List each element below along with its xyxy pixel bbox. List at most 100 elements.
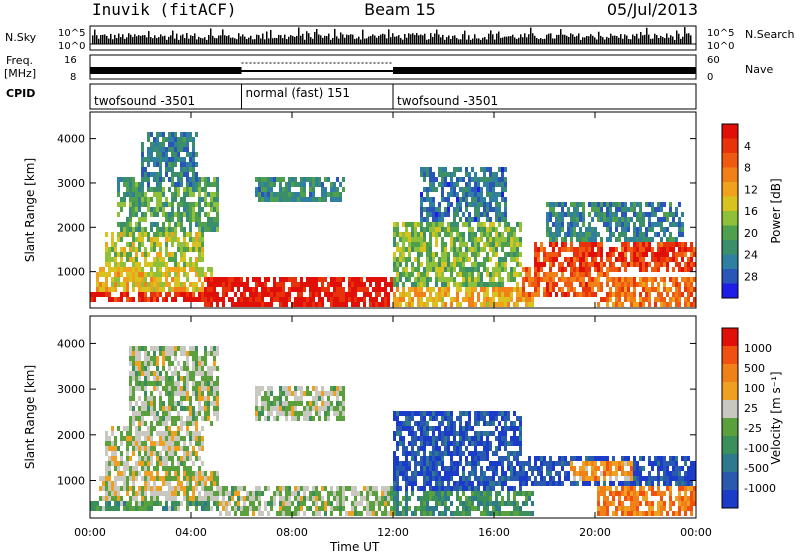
data-cell [651, 287, 654, 292]
data-cell [591, 262, 594, 267]
data-cell [120, 471, 123, 476]
data-cell [432, 446, 435, 451]
data-cell [690, 292, 693, 297]
data-cell [165, 461, 168, 466]
data-cell [459, 242, 462, 247]
data-cell [495, 491, 498, 496]
data-cell [483, 496, 486, 501]
data-cell [207, 381, 210, 386]
data-cell [246, 297, 249, 302]
data-cell [420, 247, 423, 252]
data-cell [591, 202, 594, 207]
data-cell [306, 406, 309, 411]
data-cell [489, 476, 492, 481]
data-cell [189, 222, 192, 227]
data-cell [108, 501, 111, 506]
data-cell [312, 416, 315, 421]
data-cell [147, 506, 150, 511]
data-cell [174, 132, 177, 137]
nsky-bar [170, 35, 172, 44]
data-cell [321, 287, 324, 292]
data-cell [552, 237, 555, 242]
data-cell [156, 182, 159, 187]
data-cell [414, 506, 417, 511]
data-cell [438, 436, 441, 441]
data-cell [207, 222, 210, 227]
data-cell [195, 371, 198, 376]
data-cell [420, 466, 423, 471]
data-cell [492, 177, 495, 182]
data-cell [453, 481, 456, 486]
nsky-bar [572, 34, 574, 44]
data-cell [486, 421, 489, 426]
data-cell [153, 277, 156, 282]
data-cell [411, 426, 414, 431]
data-cell [174, 232, 177, 237]
data-cell [471, 197, 474, 202]
data-cell [261, 197, 264, 202]
data-cell [330, 277, 333, 282]
data-cell [600, 272, 603, 277]
data-cell [600, 247, 603, 252]
data-cell [645, 237, 648, 242]
data-cell [570, 282, 573, 287]
data-cell [168, 391, 171, 396]
data-cell [468, 461, 471, 466]
data-cell [216, 386, 219, 391]
data-cell [399, 421, 402, 426]
data-cell [471, 217, 474, 222]
data-cell [507, 416, 510, 421]
data-cell [567, 257, 570, 262]
data-cell [405, 267, 408, 272]
data-cell [456, 297, 459, 302]
data-cell [432, 297, 435, 302]
data-cell [207, 192, 210, 197]
data-cell [318, 491, 321, 496]
data-cell [309, 496, 312, 501]
data-cell [585, 267, 588, 272]
data-cell [153, 292, 156, 297]
data-cell [159, 267, 162, 272]
data-cell [486, 496, 489, 501]
data-cell [108, 247, 111, 252]
data-cell [453, 227, 456, 232]
data-cell [453, 436, 456, 441]
data-cell [198, 391, 201, 396]
data-cell [384, 282, 387, 287]
data-cell [402, 222, 405, 227]
data-cell [576, 267, 579, 272]
data-cell [639, 207, 642, 212]
data-cell [468, 277, 471, 282]
data-cell [180, 446, 183, 451]
data-cell [393, 282, 396, 287]
data-cell [453, 207, 456, 212]
data-cell [180, 267, 183, 272]
data-cell [177, 431, 180, 436]
data-cell [135, 381, 138, 386]
data-cell [162, 282, 165, 287]
data-cell [201, 227, 204, 232]
data-cell [558, 277, 561, 282]
data-cell [132, 177, 135, 182]
data-cell [405, 247, 408, 252]
data-cell [144, 431, 147, 436]
data-cell [489, 511, 492, 516]
data-cell [183, 436, 186, 441]
data-cell [501, 282, 504, 287]
data-cell [411, 486, 414, 491]
data-cell [117, 272, 120, 277]
data-cell [426, 267, 429, 272]
nsky-bar [124, 38, 126, 44]
data-cell [582, 257, 585, 262]
data-cell [693, 302, 696, 307]
data-cell [504, 511, 507, 516]
nsky-bar [338, 38, 340, 44]
data-cell [504, 411, 507, 416]
data-cell [147, 366, 150, 371]
data-cell [150, 212, 153, 217]
data-cell [186, 431, 189, 436]
nsky-bar [556, 34, 558, 44]
colorbar-tick-label: 16 [744, 205, 758, 218]
data-cell [438, 426, 441, 431]
data-cell [177, 361, 180, 366]
